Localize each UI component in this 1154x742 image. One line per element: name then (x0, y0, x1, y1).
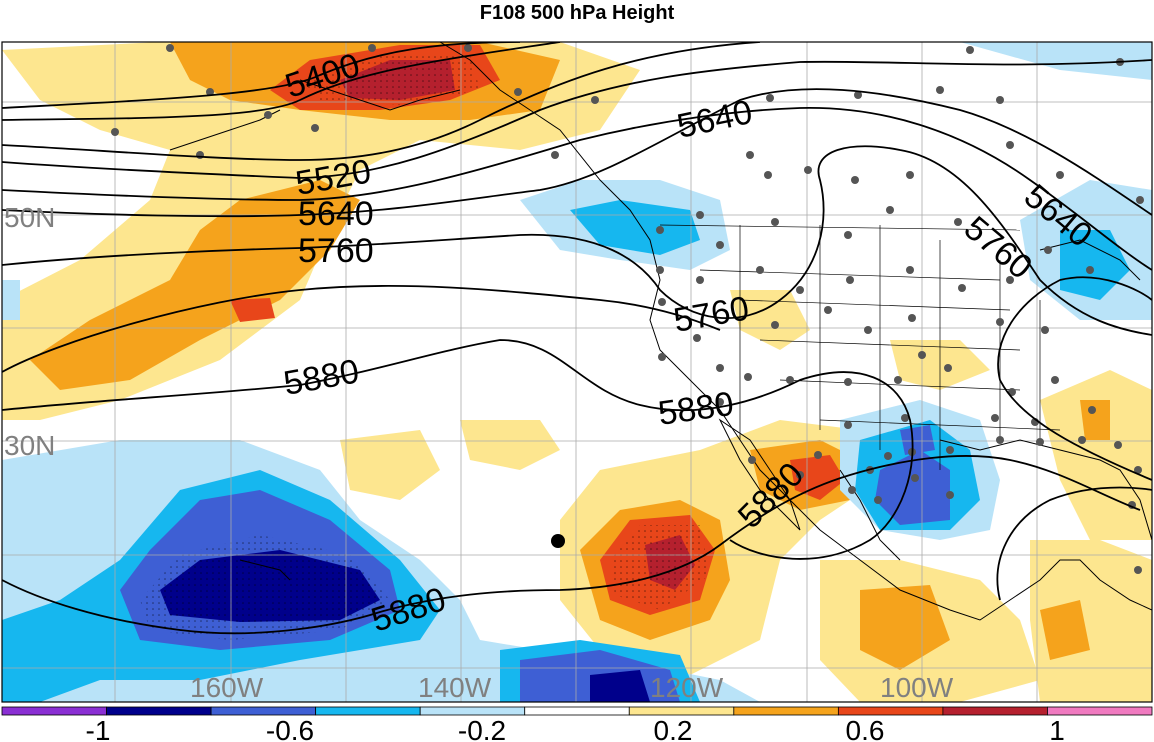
colorbar-swatch (837, 706, 944, 716)
lon-label: 120W (650, 672, 724, 703)
negative-anomaly-region (570, 200, 700, 255)
colorbar-swatch (1047, 706, 1153, 716)
colorbar-tick-label: 0.2 (654, 715, 693, 742)
stippled-region (610, 525, 710, 610)
map-frame (1, 41, 1153, 703)
station-dots (111, 44, 1144, 574)
positive-anomaly-region (860, 585, 950, 670)
location-marker (551, 534, 565, 548)
map-title: F108 500 hPa Height (479, 2, 675, 24)
negative-anomaly-region (900, 425, 935, 455)
colorbar-tick-label: 1 (1049, 715, 1065, 742)
contour-label: 5760 (298, 232, 374, 270)
positive-anomaly-region (1030, 540, 1152, 702)
positive-anomaly-region (1080, 400, 1110, 440)
colorbar-tick-label: -0.6 (266, 715, 314, 742)
colorbar-swatch (106, 706, 212, 716)
positive-anomaly-region (790, 455, 845, 500)
shaded-anomaly-field: 5400 5520 5640 5760 5640 5760 5880 5880 … (2, 42, 1152, 703)
positive-anomaly-region (340, 430, 440, 500)
colorbar-swatch (628, 706, 735, 716)
lon-label: 160W (190, 672, 264, 703)
negative-anomaly-region (2, 280, 20, 320)
colorbar-swatch (419, 706, 526, 716)
colorbar-tick-label: -0.2 (458, 715, 506, 742)
negative-anomaly-region (590, 670, 650, 702)
colorbar-tick-labels: -1 -0.6 -0.2 0.2 0.6 1 (86, 715, 1065, 742)
stippled-region (140, 535, 390, 640)
coordinate-labels: 50N 30N 160W 140W 120W 100W (4, 202, 954, 703)
lat-label: 30N (4, 430, 55, 461)
colorbar-tick-label: -1 (86, 715, 111, 742)
lon-label: 140W (418, 672, 492, 703)
positive-anomaly-region (230, 298, 275, 322)
colorbar-swatch (942, 706, 1048, 716)
lon-label: 100W (880, 672, 954, 703)
negative-anomaly-region (1060, 230, 1130, 300)
colorbar-swatch (524, 706, 630, 716)
state-borders (659, 224, 1061, 470)
lat-label: 50N (4, 202, 55, 233)
colorbar-tick-label: 0.6 (846, 715, 885, 742)
contour-label: 5640 (298, 195, 374, 233)
positive-anomaly-region (460, 420, 560, 470)
height-contours (2, 42, 1152, 635)
negative-anomaly-region (875, 450, 950, 525)
colorbar (1, 706, 1153, 716)
positive-anomaly-region (1040, 600, 1090, 660)
negative-anomaly-region (960, 42, 1152, 80)
stippled-region (300, 55, 480, 105)
colorbar-swatch (210, 706, 317, 716)
positive-anomaly-region (30, 180, 360, 390)
colorbar-swatch (733, 706, 839, 716)
positive-anomaly-region (730, 290, 810, 350)
colorbar-swatch (315, 706, 421, 716)
colorbar-swatch (1, 706, 107, 716)
